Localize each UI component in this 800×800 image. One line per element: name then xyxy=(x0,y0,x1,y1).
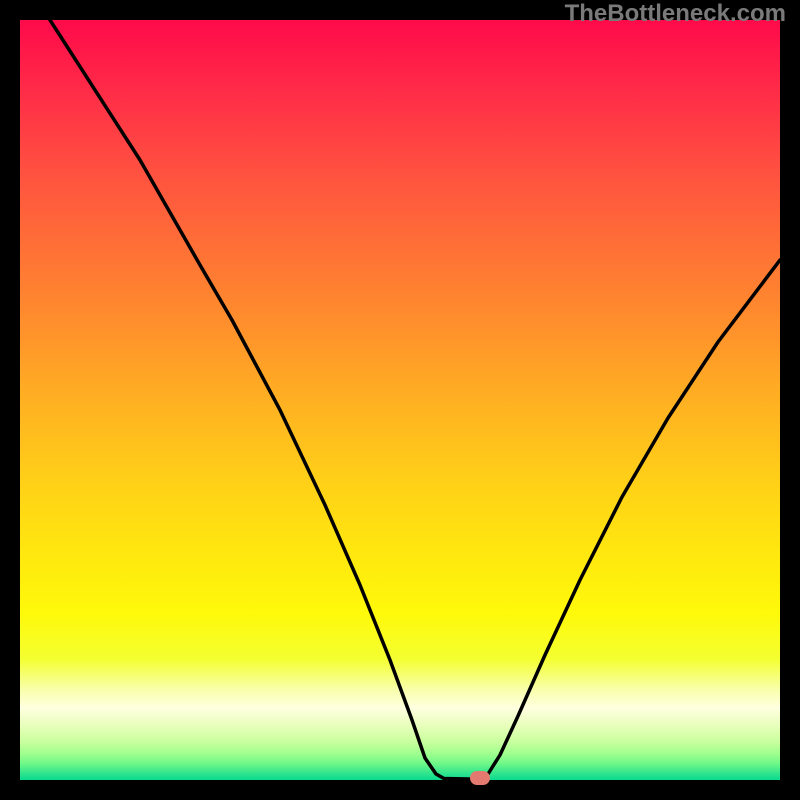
gradient-chart xyxy=(20,20,780,780)
watermark-text: TheBottleneck.com xyxy=(565,0,786,28)
optimum-marker xyxy=(470,771,490,785)
gradient-background xyxy=(20,20,780,780)
plot-area xyxy=(20,20,780,780)
